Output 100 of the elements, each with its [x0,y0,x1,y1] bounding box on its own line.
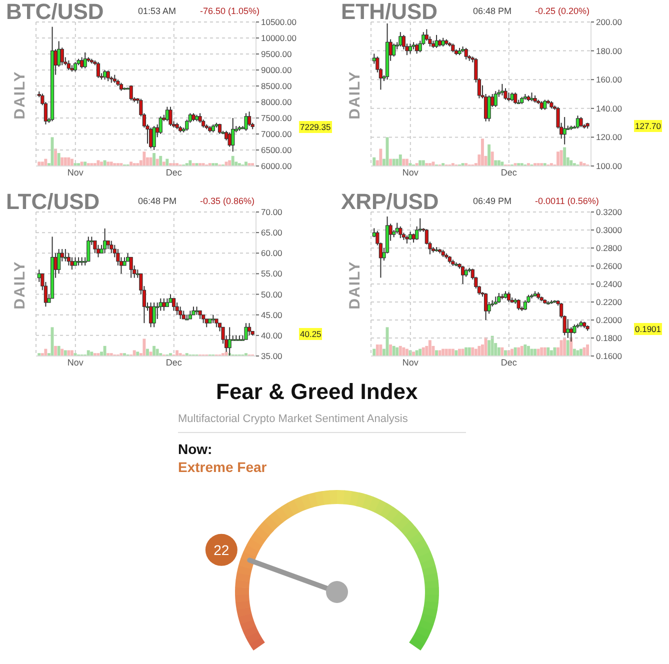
bar [514,347,517,356]
y-tick-label: 120.00 [596,132,622,142]
y-tick-label: 40.00 [261,330,283,340]
bar [396,158,399,166]
candlestick [158,116,162,134]
y-tick-label: 6500.00 [261,145,292,156]
bar [510,348,514,356]
data-label: 22 [214,542,230,558]
bar [398,154,402,166]
candlestick [60,47,64,66]
y-tick-label: 0.2200 [596,297,622,308]
bar [152,153,156,166]
bar [576,350,580,356]
candlestick [152,302,156,328]
y-tick-label: 0.3200 [596,207,622,218]
text: Extreme Fear [178,459,267,475]
bar [560,150,563,166]
bar [86,350,90,356]
bar [422,160,425,166]
text: 0.1901 [634,322,662,335]
text: 7229.35 [299,120,332,133]
candlestick [247,322,252,336]
candlestick [461,266,465,284]
candlestick [103,70,107,80]
bar [418,348,422,356]
bar [461,348,464,356]
bar [80,162,84,166]
bar [130,162,133,166]
candlestick [198,112,202,124]
candlestick [106,70,110,82]
chart-title: XRP/USD [341,189,439,214]
bar [67,157,70,166]
y-tick-label: 7500.00 [261,113,292,124]
bar [422,347,425,356]
candlestick [110,240,114,254]
y-tick-label: 100.00 [596,161,622,172]
candlestick [96,62,100,78]
bar [586,344,590,356]
candlestick [66,252,70,266]
bar [176,350,179,356]
candlestick [497,292,501,304]
bar [490,336,494,356]
bar [64,350,67,356]
y-tick-label: 60.00 [261,248,283,258]
candlestick [178,306,182,320]
y-tick-label: 35.00 [261,351,283,362]
bar [392,346,396,356]
bar [64,157,67,166]
bar [546,347,550,356]
candlestick [86,236,90,262]
candlestick [175,302,179,316]
chart-title: BTC/USD [6,0,104,24]
candlestick [392,43,396,58]
candlestick [244,112,248,132]
value-badge: 22 [205,534,238,566]
candlestick [516,298,520,311]
bar [379,344,382,356]
bar [156,158,159,166]
x-tick-label: Nov [67,357,84,368]
candlestick [83,52,87,69]
bar [560,340,563,356]
bar [520,346,524,356]
bar [57,153,60,166]
bar [412,352,415,356]
text: -0.0011 (0.56%) [535,196,599,206]
y-tick-label: 55.00 [261,268,283,279]
bar [396,347,399,356]
y-tick-label: 50.00 [261,289,283,300]
y-tick-label: 180.00 [596,46,622,56]
bar [563,147,566,166]
candlestick [464,47,468,60]
y-tick-label: 8500.00 [261,81,292,92]
candlestick [514,92,518,105]
candlestick [504,88,508,100]
bar [448,348,452,356]
bar [488,144,491,166]
chart-title: LTC/USD [6,189,100,214]
candlestick [434,34,438,48]
candlestick [398,32,402,47]
bar [566,340,570,356]
x-tick-label: Nov [67,167,84,178]
text: Fear & Greed Index [216,379,418,405]
x-tick-label: Dec [500,357,518,368]
bar [580,162,582,166]
candlestick [506,292,511,302]
bar [38,162,41,166]
y-tick-label: 0.2800 [596,243,622,254]
bar [44,348,48,356]
bar [142,338,146,356]
text: 40.25 [299,328,322,340]
y-tick-label: 70.00 [261,207,283,218]
bar [572,348,576,356]
y-axis-title: DAILY [346,260,364,310]
bar [372,348,376,356]
bar [488,340,491,356]
y-tick-label: 140.00 [596,103,622,114]
candlestick [244,322,248,340]
x-tick-label: Nov [402,167,419,178]
chart-title: ETH/USD [341,0,438,24]
candlestick [80,56,84,69]
